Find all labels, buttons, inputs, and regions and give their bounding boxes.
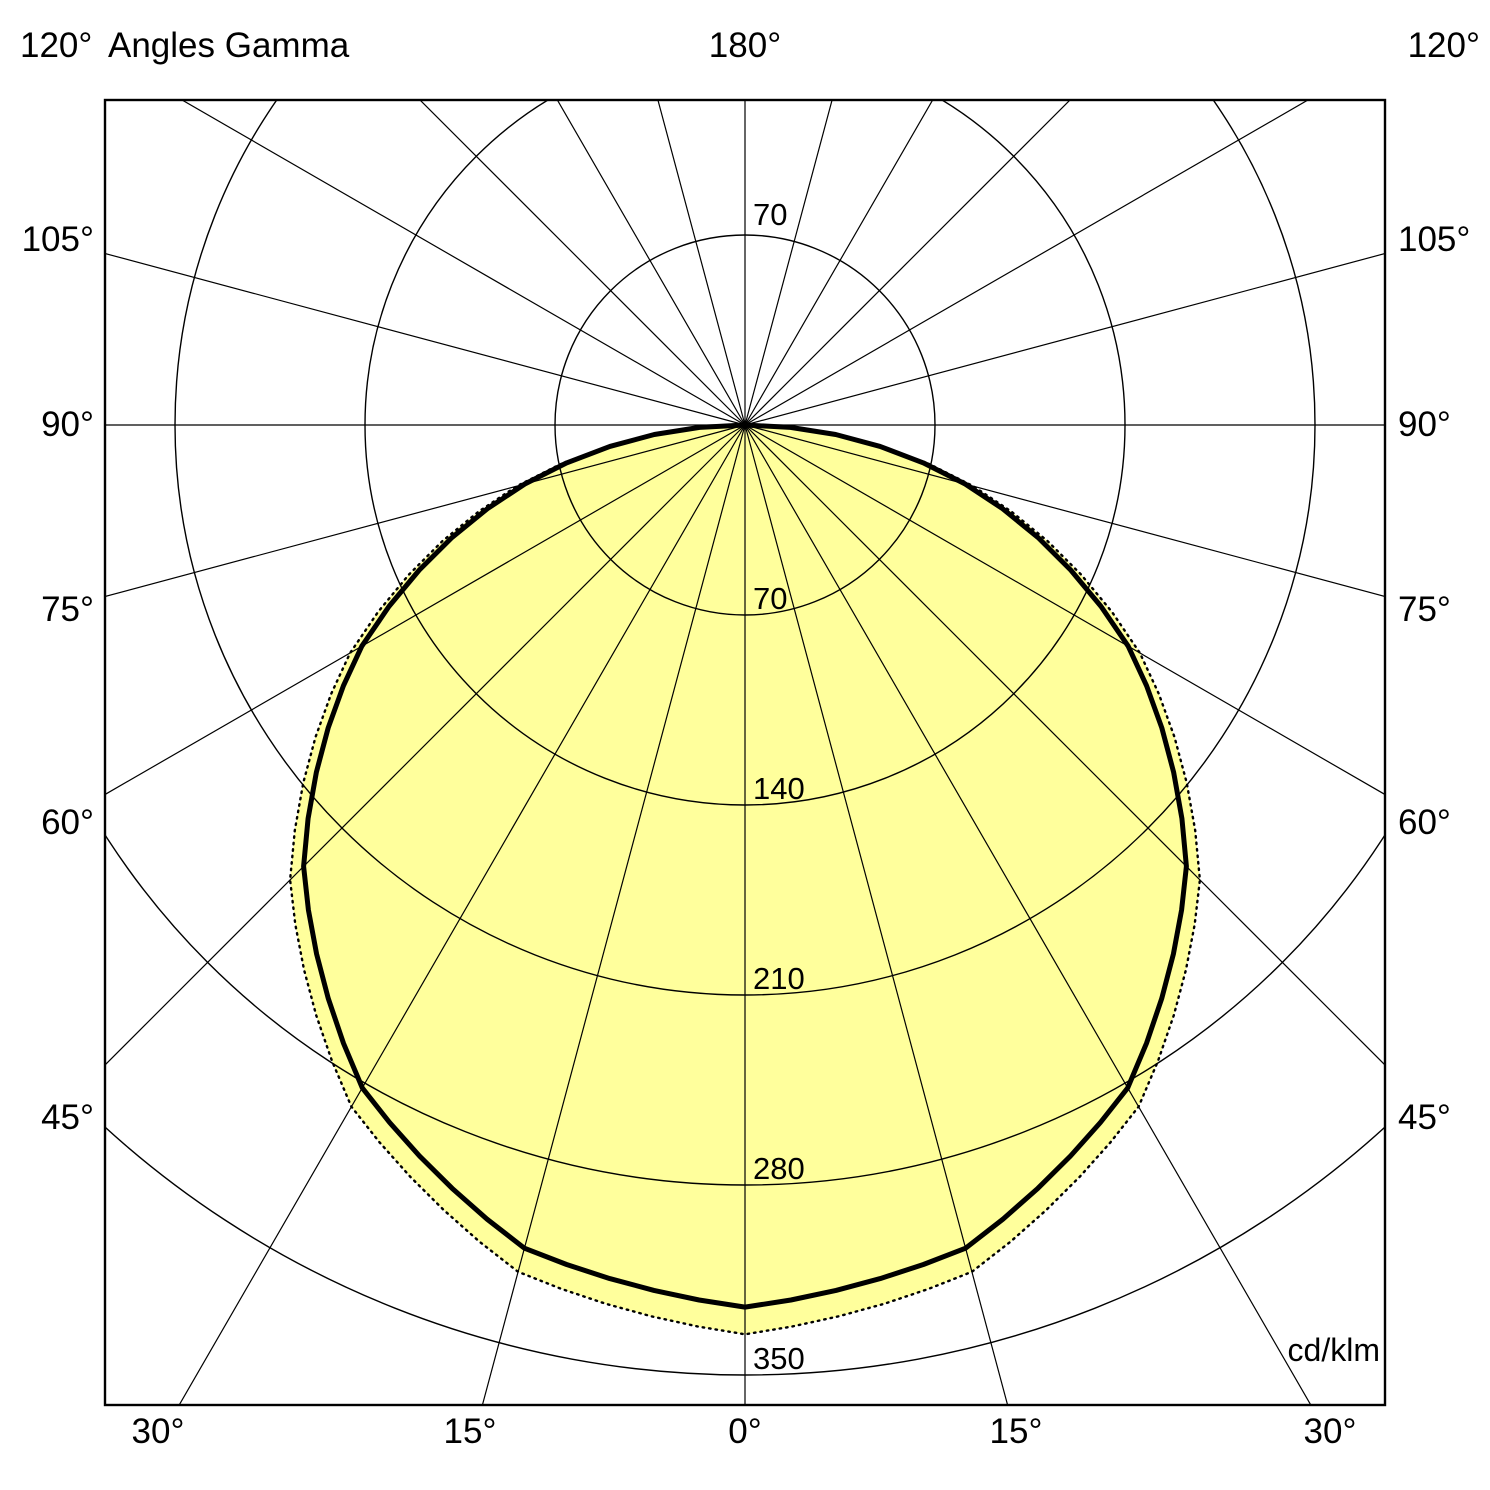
left-gamma-label: 60° xyxy=(41,803,94,842)
unit-label: cd/klm xyxy=(1287,1332,1380,1368)
gamma-grid-line xyxy=(744,424,1312,1405)
radial-tick-label: 350 xyxy=(753,1341,805,1376)
gamma-grid-line xyxy=(105,252,746,426)
top-left-gamma-label: 120° xyxy=(20,26,93,65)
gamma-grid-line xyxy=(481,424,746,1405)
gamma-grid-line xyxy=(105,424,746,1066)
gamma-grid-line xyxy=(744,424,1385,796)
left-gamma-label: 45° xyxy=(41,1098,94,1137)
right-gamma-label: 90° xyxy=(1398,405,1451,444)
radial-tick-label: 70 xyxy=(753,581,788,616)
gamma-grid-line xyxy=(744,424,1385,598)
top-center-gamma-label: 180° xyxy=(708,26,782,65)
left-gamma-label: 90° xyxy=(41,405,94,444)
gamma-grid-line xyxy=(744,424,1009,1405)
gamma-grid-line xyxy=(178,424,746,1405)
top-right-gamma-label: 120° xyxy=(1407,26,1480,65)
radial-tick-label: 280 xyxy=(753,1151,805,1186)
radial-tick-label: 140 xyxy=(753,771,805,806)
bottom-gamma-label: 30° xyxy=(1303,1412,1357,1451)
gamma-grid-line xyxy=(744,100,1310,426)
right-gamma-label: 105° xyxy=(1398,220,1471,259)
dotted-curve xyxy=(288,423,1202,1336)
radial-tick-label: 70 xyxy=(753,197,788,232)
left-gamma-label: 105° xyxy=(21,220,94,259)
right-gamma-label: 45° xyxy=(1398,1098,1451,1137)
radial-tick-label: 210 xyxy=(753,961,805,996)
plot-frame xyxy=(103,98,1387,1407)
left-gamma-label: 75° xyxy=(41,590,94,629)
gamma-grid-line xyxy=(744,100,833,426)
gamma-grid-line xyxy=(180,100,746,426)
gamma-grid-line xyxy=(744,252,1385,426)
gamma-grid-line xyxy=(419,100,746,426)
right-gamma-label: 60° xyxy=(1398,803,1451,842)
gamma-grid-line xyxy=(105,424,746,598)
gamma-grid-line xyxy=(744,100,1071,426)
gamma-grid-line xyxy=(744,100,934,426)
bottom-gamma-label: 30° xyxy=(131,1412,185,1451)
bottom-gamma-label: 15° xyxy=(443,1412,497,1451)
right-gamma-label: 75° xyxy=(1398,590,1451,629)
gamma-grid-line xyxy=(556,100,746,426)
solid-curve xyxy=(301,422,1189,1310)
gamma-grid-line xyxy=(105,424,746,796)
bottom-gamma-label: 0° xyxy=(728,1412,762,1451)
bottom-gamma-label: 15° xyxy=(989,1412,1043,1451)
gamma-grid-line xyxy=(657,100,746,426)
chart-title: Angles Gamma xyxy=(108,26,350,65)
gamma-grid-line xyxy=(744,424,1385,1066)
